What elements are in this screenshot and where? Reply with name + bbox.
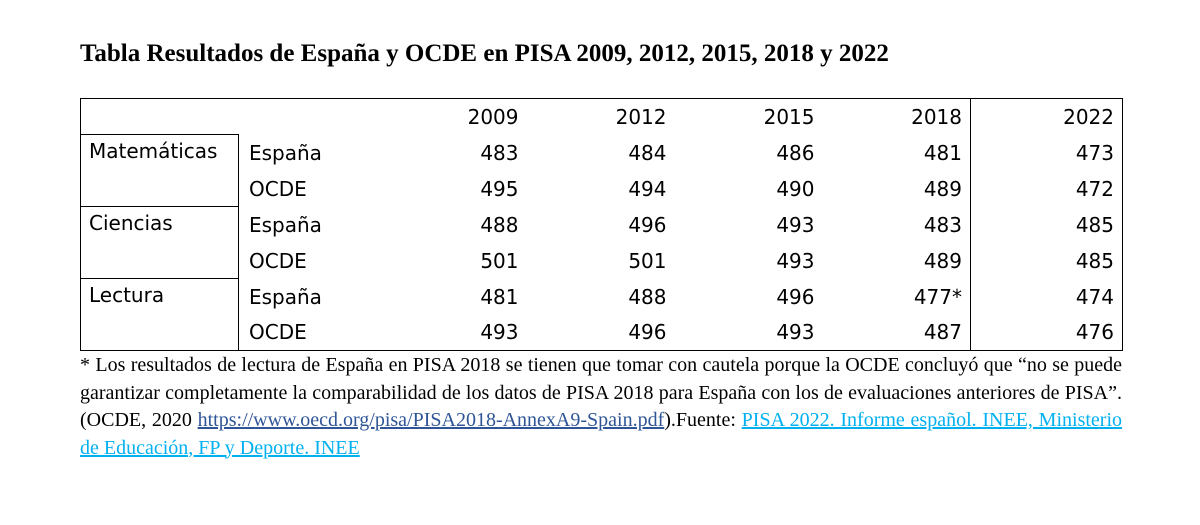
value-cell: 477* bbox=[913, 284, 962, 309]
value-cell: 481 bbox=[480, 284, 519, 309]
value-cell: 493 bbox=[776, 212, 815, 237]
value-cell: 474 bbox=[970, 278, 1123, 315]
value-cell: 483 bbox=[480, 140, 519, 165]
value-cell: 488 bbox=[628, 284, 667, 309]
footnote: * Los resultados de lectura de España en… bbox=[80, 352, 1122, 462]
value-cell: 473 bbox=[970, 134, 1123, 171]
value-cell: 472 bbox=[970, 170, 1123, 207]
value-cell: 501 bbox=[480, 248, 519, 273]
year-header-2015: 2015 bbox=[674, 98, 823, 135]
value-cell: 484 bbox=[628, 140, 667, 165]
year-header-2012: 2012 bbox=[526, 98, 675, 135]
value-cell: 486 bbox=[776, 140, 815, 165]
row-label: España bbox=[249, 284, 322, 309]
value-cell: 476 bbox=[970, 314, 1123, 351]
header-row: 2009 2012 2015 2018 2022 bbox=[80, 98, 1123, 135]
value-cell: 495 bbox=[480, 176, 519, 201]
value-cell: 485 bbox=[970, 206, 1123, 243]
footnote-text: * Los resultados de lectura de España en… bbox=[80, 354, 1122, 431]
empty-corner-cell bbox=[238, 98, 379, 135]
value-cell: 493 bbox=[674, 314, 823, 351]
empty-corner-cell bbox=[80, 98, 239, 135]
page-title: Tabla Resultados de España y OCDE en PIS… bbox=[80, 40, 889, 67]
inee-report-link[interactable]: PISA 2022. Informe español. INEE, Minist… bbox=[80, 409, 1123, 459]
subject-matematicas: Matemáticas bbox=[80, 134, 239, 207]
row-label: OCDE bbox=[249, 176, 307, 201]
subject-ciencias: Ciencias bbox=[80, 206, 239, 279]
table-row: Lectura España 481 488 496 477* 474 bbox=[80, 278, 1123, 351]
year-header-2022: 2022 bbox=[970, 98, 1123, 135]
year-header-2018: 2018 bbox=[822, 98, 971, 135]
row-label: España bbox=[249, 212, 322, 237]
value-cell: 488 bbox=[480, 212, 519, 237]
value-cell: 496 bbox=[628, 212, 667, 237]
row-label: España bbox=[249, 140, 322, 165]
table-row: OCDE 493 496 493 487 476 bbox=[81, 314, 1123, 351]
row-label: OCDE bbox=[238, 314, 379, 351]
table-row: Ciencias España 488 496 493 483 485 bbox=[80, 206, 1123, 279]
value-cell: 481 bbox=[923, 140, 962, 165]
year-header-2009: 2009 bbox=[378, 98, 527, 135]
footnote-source-label: ).Fuente: bbox=[664, 409, 742, 431]
value-cell: 490 bbox=[776, 176, 815, 201]
value-cell: 496 bbox=[776, 284, 815, 309]
value-cell: 489 bbox=[923, 176, 962, 201]
value-cell: 493 bbox=[378, 314, 527, 351]
pisa-results-table: 2009 2012 2015 2018 2022 Matemáticas Esp… bbox=[80, 98, 1123, 351]
table-row: Matemáticas España 483 484 486 481 473 bbox=[80, 134, 1123, 207]
value-cell: 501 bbox=[628, 248, 667, 273]
subject-lectura: Lectura bbox=[80, 278, 239, 351]
value-cell: 487 bbox=[822, 314, 971, 351]
table-row: OCDE 495 494 490 489 472 bbox=[81, 170, 1123, 207]
value-cell: 489 bbox=[923, 248, 962, 273]
value-cell: 494 bbox=[628, 176, 667, 201]
value-cell: 493 bbox=[776, 248, 815, 273]
value-cell: 496 bbox=[526, 314, 675, 351]
row-label: OCDE bbox=[249, 248, 307, 273]
value-cell: 483 bbox=[923, 212, 962, 237]
oecd-annex-link[interactable]: https://www.oecd.org/pisa/PISA2018-Annex… bbox=[197, 409, 665, 431]
table-row: OCDE 501 501 493 489 485 bbox=[81, 242, 1123, 279]
value-cell: 485 bbox=[970, 242, 1123, 279]
